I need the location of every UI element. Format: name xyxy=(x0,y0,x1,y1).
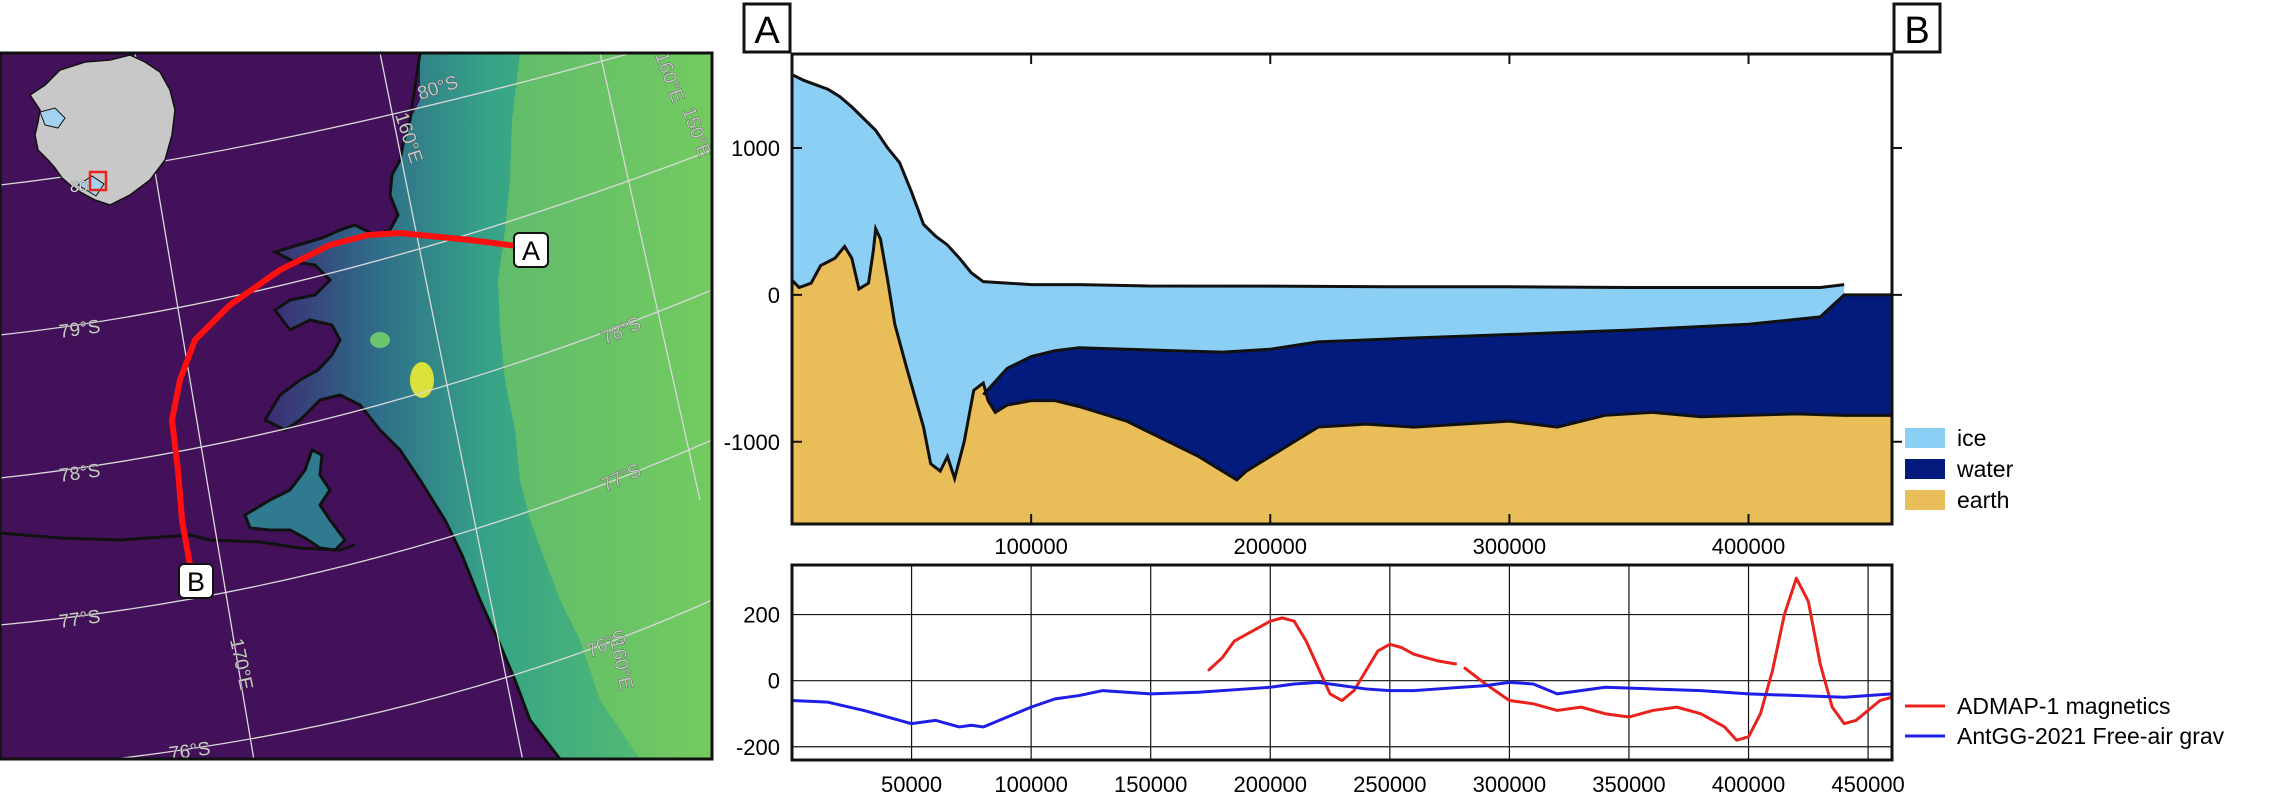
header-a-box xyxy=(742,2,792,54)
legend-label-0: ADMAP-1 magnetics xyxy=(1957,693,2170,719)
map-peak-2 xyxy=(370,332,390,348)
cross-section-frame xyxy=(790,52,1894,526)
profile-line xyxy=(169,230,533,566)
legend-swatch-water xyxy=(1905,459,1945,479)
profile-end-marker: B xyxy=(178,563,214,599)
potential-fields-x-tick-label: 150000 xyxy=(1114,772,1187,796)
cross-section-plot: 100000 200000 300000 400000 1000 0 -1000 ice wa… xyxy=(724,52,2014,559)
inset-antarctica-map: 80 xyxy=(28,54,176,206)
potential-fields-x-tick-label: 300000 xyxy=(1473,772,1546,796)
legend-label-earth: earth xyxy=(1957,487,2009,513)
cross-section-x-tick-label: 200000 xyxy=(1234,534,1307,559)
cross-section-y-tick-label: 1000 xyxy=(731,136,780,161)
potential-fields-x-tick-label: 350000 xyxy=(1592,772,1665,796)
legend-swatch-earth xyxy=(1905,490,1945,510)
lat-label-76s: 76°S xyxy=(168,738,212,765)
legend-label-ice: ice xyxy=(1957,425,1986,451)
potential-fields-y-tick-label: 0 xyxy=(768,669,780,694)
potential-fields-y-tick-label: -200 xyxy=(736,735,780,760)
legend-label-1: AntGG-2021 Free-air grav xyxy=(1957,723,2225,749)
ice-base-line xyxy=(982,293,1892,396)
earth-layer xyxy=(792,228,1892,524)
map-ice-front xyxy=(0,531,356,552)
legend-label-water: water xyxy=(1956,456,2014,482)
bed-surface-line xyxy=(792,223,1892,484)
cross-section-legend: ice water earth xyxy=(1905,425,2014,513)
legend-swatch-ice xyxy=(1905,428,1945,448)
potential-fields-y-tick-label: 200 xyxy=(743,603,780,628)
profile-start-marker: A xyxy=(513,232,549,268)
potential-fields-x-tick-label: 450000 xyxy=(1831,772,1904,796)
potential-fields-x-tick-label: 400000 xyxy=(1712,772,1785,796)
inset-region-box xyxy=(88,170,108,192)
header-b-label: B xyxy=(1904,10,1929,52)
inset-continent xyxy=(28,54,176,206)
cross-section-x-tick-label: 400000 xyxy=(1712,534,1785,559)
profile-start-label: A xyxy=(522,236,540,266)
potential-fields-plot: 50000 100000 150000 200000 250000 300000 35000… xyxy=(736,563,2225,796)
potential-fields-x-tick-label: 200000 xyxy=(1234,772,1307,796)
map-peak xyxy=(410,362,434,398)
map-graticule xyxy=(0,53,712,759)
potential-fields-legend: ADMAP-1 magnetics AntGG-2021 Free-air gra… xyxy=(1905,693,2225,749)
map-island xyxy=(243,447,347,552)
map-highland xyxy=(498,53,712,759)
inset-lat-label: 80 xyxy=(70,179,88,196)
cross-section-y-tick-label: -1000 xyxy=(724,430,780,455)
series-line-antgg-2021-free-air-grav-0 xyxy=(792,680,1892,729)
potential-fields-x-tick-label: 250000 xyxy=(1353,772,1426,796)
ice-surface-line xyxy=(792,73,1845,290)
header-a-label: A xyxy=(754,10,780,52)
header-b-box xyxy=(1892,2,1942,54)
inset-ice-shelf xyxy=(39,107,66,129)
potential-fields-frame xyxy=(790,563,1894,762)
map-panel: A B 80°S 79°S 78°S 77°S 76°S 78°S 77°S 7… xyxy=(0,53,712,765)
cross-section-y-tick-label: 0 xyxy=(768,283,780,308)
potential-fields-x-tick-label: 50000 xyxy=(881,772,942,796)
cross-section-x-tick-label: 300000 xyxy=(1473,534,1546,559)
cross-section-x-tick-label: 100000 xyxy=(994,534,1067,559)
map-frame xyxy=(0,51,714,761)
profile-header: A B xyxy=(742,2,1942,54)
potential-fields-x-tick-label: 100000 xyxy=(994,772,1067,796)
series-line-admap-1-magnetics-0 xyxy=(1207,616,1458,703)
series-line-admap-1-magnetics-1 xyxy=(1463,576,1892,742)
profile-end-label: B xyxy=(187,567,205,597)
